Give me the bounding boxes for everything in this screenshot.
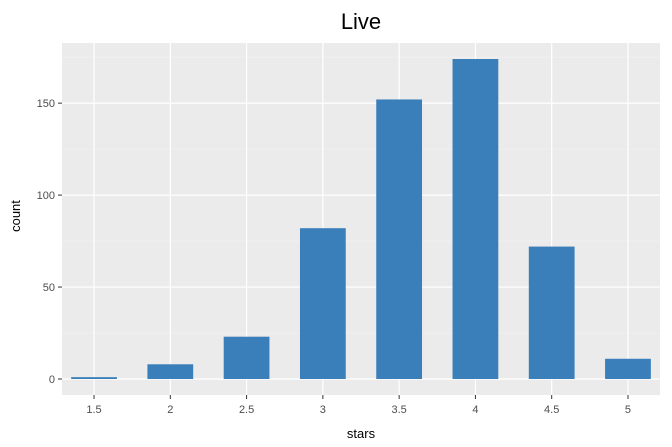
x-tick-label: 2 [167,404,173,416]
bar-5 [605,358,651,379]
y-tick-label: 50 [43,282,55,294]
x-tick-label: 3.5 [391,404,406,416]
x-tick-label: 5 [625,404,631,416]
bar-1.5 [71,377,117,379]
x-tick-label: 2.5 [239,404,254,416]
x-tick-label: 4.5 [544,404,559,416]
y-axis: 0 50 100 150 [37,98,62,386]
bar-4 [452,59,499,379]
x-tick-label: 3 [320,404,326,416]
y-tick-label: 150 [37,98,55,110]
bars [71,59,651,379]
plot-panel [62,43,660,395]
bar-3 [299,228,346,379]
x-axis: 1.5 2 2.5 3 3.5 4 4.5 5 [86,395,631,416]
bar-4.5 [528,246,575,379]
bar-2.5 [223,336,270,379]
x-tick-label: 1.5 [86,404,101,416]
y-tick-label: 100 [37,190,55,202]
chart-title: Live [341,9,381,34]
bar-2 [147,364,194,379]
y-tick-label: 0 [49,374,55,386]
y-axis-title: count [8,200,23,232]
x-axis-title: stars [347,426,376,441]
bar-3.5 [376,99,423,379]
x-tick-label: 4 [472,404,478,416]
